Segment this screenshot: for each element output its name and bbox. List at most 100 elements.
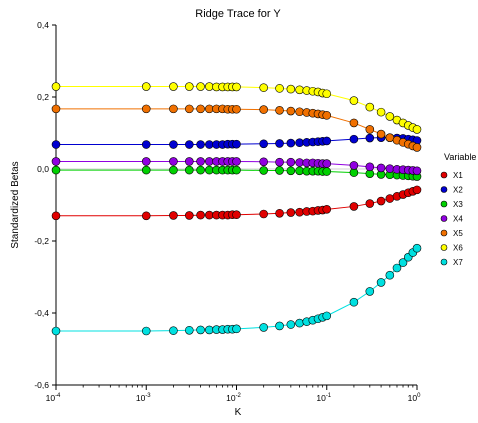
legend-marker <box>440 200 448 208</box>
series-line <box>56 247 418 332</box>
data-point <box>349 96 359 105</box>
series-x7 <box>51 243 422 336</box>
legend-label: X6 <box>453 244 463 253</box>
data-point <box>259 209 268 219</box>
data-point <box>259 83 268 92</box>
data-point <box>322 167 332 176</box>
y-tick-label: 0,2 <box>37 92 49 102</box>
data-point <box>385 133 395 142</box>
data-point <box>275 106 284 115</box>
x-tick-base: 10 <box>136 393 146 403</box>
data-point <box>385 270 395 280</box>
data-point <box>141 165 151 175</box>
data-point <box>169 211 178 220</box>
data-point <box>295 207 304 217</box>
legend-item: X6 <box>440 244 463 253</box>
data-point <box>412 143 422 152</box>
series-x5 <box>51 104 422 152</box>
y-ticks: -0,6 -0,4 -0,2 0,0 0,2 0,4 <box>34 20 56 390</box>
x-ticks: 10-4 10-3 10-2 10-1 100 <box>46 385 421 403</box>
data-point <box>376 163 386 173</box>
data-point <box>392 263 402 273</box>
data-point <box>205 104 214 114</box>
data-point <box>169 326 178 335</box>
legend-marker <box>440 171 448 179</box>
legend-item: X7 <box>440 258 463 267</box>
data-point <box>169 157 178 166</box>
data-point <box>141 82 151 91</box>
data-point <box>286 138 296 148</box>
data-point <box>232 324 241 334</box>
data-point <box>196 104 205 114</box>
data-point <box>259 157 268 167</box>
data-point <box>365 133 375 143</box>
legend-marker <box>440 186 448 193</box>
data-point <box>295 318 304 328</box>
data-point <box>232 165 241 175</box>
data-point <box>412 125 422 134</box>
data-point <box>205 210 214 220</box>
data-point <box>196 82 205 91</box>
data-point <box>295 158 304 167</box>
data-point <box>376 107 386 117</box>
data-point <box>141 326 151 336</box>
legend-marker <box>440 229 448 237</box>
data-point <box>169 104 178 114</box>
data-point <box>185 140 194 149</box>
data-point <box>275 208 284 218</box>
x-tick-base: 10 <box>316 393 326 403</box>
x-tick-exponent: 0 <box>417 393 421 399</box>
x-tick-label: 10-3 <box>136 393 151 403</box>
data-point <box>196 210 205 220</box>
data-point <box>322 205 332 214</box>
data-point <box>385 194 395 203</box>
data-point <box>322 89 332 99</box>
x-tick-label: 10-1 <box>316 393 331 403</box>
data-point <box>205 140 214 149</box>
data-point <box>185 211 194 220</box>
data-point <box>185 82 194 91</box>
data-point <box>349 161 359 170</box>
series-x4 <box>51 157 422 176</box>
data-point <box>205 165 214 175</box>
legend-label: X1 <box>453 171 463 180</box>
data-point <box>376 278 386 287</box>
data-point <box>205 325 214 335</box>
data-point <box>322 136 332 146</box>
data-point <box>232 104 241 114</box>
data-point <box>259 323 268 332</box>
data-point <box>376 129 386 139</box>
data-point <box>196 157 205 166</box>
data-point <box>275 321 284 331</box>
legend-marker <box>440 244 448 251</box>
data-point <box>141 104 151 114</box>
y-tick-label: 0,4 <box>37 20 49 30</box>
data-point <box>322 159 332 168</box>
data-point <box>205 82 214 91</box>
data-point <box>385 112 395 121</box>
data-point <box>286 106 296 116</box>
y-tick-label: -0,4 <box>34 308 49 318</box>
data-point <box>286 208 296 217</box>
legend-item: X1 <box>440 171 463 180</box>
legend-item: X3 <box>440 200 463 209</box>
data-point <box>196 325 205 335</box>
x-tick-base: 10 <box>226 393 236 403</box>
data-point <box>51 104 61 114</box>
data-point <box>295 85 304 95</box>
data-point <box>141 157 151 166</box>
data-point <box>51 165 61 175</box>
legend-label: X7 <box>453 258 463 267</box>
data-point <box>232 210 241 220</box>
legend-label: X2 <box>453 186 463 195</box>
data-point <box>295 107 304 117</box>
x-tick-exponent: -4 <box>55 393 61 399</box>
data-point <box>412 243 422 253</box>
data-point <box>286 84 296 94</box>
legend-item: X2 <box>440 186 463 195</box>
data-point <box>232 157 241 166</box>
data-point <box>365 102 375 112</box>
data-point <box>286 157 296 167</box>
data-point <box>169 140 178 149</box>
